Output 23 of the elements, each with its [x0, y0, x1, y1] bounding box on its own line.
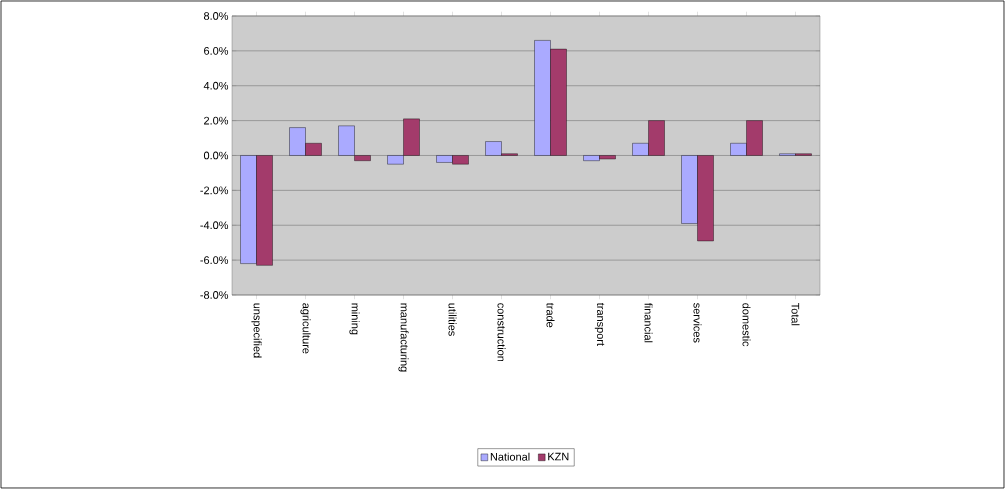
y-tick-label: 2.0% — [204, 116, 229, 125]
legend-label: National — [490, 452, 530, 461]
x-tick-label: domestic — [742, 303, 751, 347]
y-tick-label: -6.0% — [200, 256, 229, 264]
x-tick-label: construction — [497, 303, 506, 362]
x-tick-label: unspecified — [251, 303, 262, 358]
x-tick-label: manufacturing — [398, 303, 409, 372]
y-tick-label: -2.0% — [200, 186, 229, 195]
x-tick-label: trade — [546, 302, 555, 328]
legend-label: KZN — [548, 452, 569, 461]
y-tick-label: 0.0% — [203, 151, 229, 160]
x-tick-label: financial — [644, 302, 653, 343]
x-tick-label: agriculture — [300, 303, 311, 354]
y-tick-label: 4.0% — [203, 81, 229, 90]
y-tick-label: 6.0% — [204, 46, 229, 55]
y-tick-label: -4.0% — [200, 221, 229, 230]
x-tick-label: transport — [594, 302, 605, 346]
x-tick-label: utilities — [448, 303, 457, 336]
x-tick-label: mining — [349, 303, 360, 335]
y-tick-label: -8.0% — [200, 291, 229, 299]
x-tick-label: services — [693, 303, 702, 343]
x-tick-label: Total — [791, 303, 800, 326]
y-tick-label: 8.0% — [203, 12, 229, 20]
